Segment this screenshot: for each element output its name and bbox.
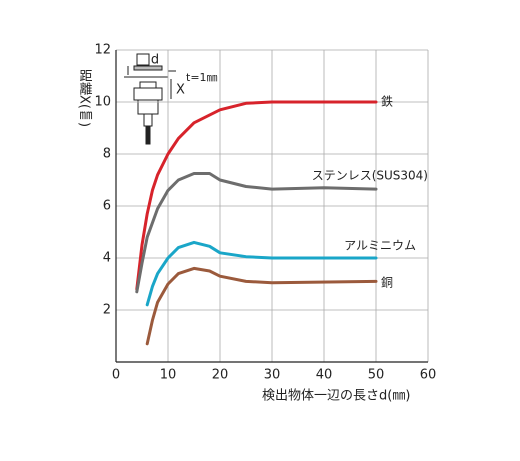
x-axis-label: 検出物体一辺の長さd(㎜) [262,389,410,404]
x-tick-label: 60 [420,368,437,383]
series-label: アルミニウム [344,239,416,253]
series-line [145,240,378,307]
series-label: 鉄 [381,94,393,109]
series-label: 銅 [381,276,393,290]
x-tick-label: 30 [264,368,281,383]
x-tick-label: 0 [112,368,120,383]
x-tick-label: 10 [160,368,177,383]
x-tick-label: 20 [212,368,229,383]
series-line [135,172,378,294]
y-tick-label: 12 [94,43,111,58]
y-axis-label: 距離X(㎜) [77,69,93,127]
sensor-diagram [124,53,176,145]
series-line [135,100,378,291]
x-tick-label: 50 [368,368,385,383]
series-line [145,266,378,346]
annotation: t=1㎜ [186,71,218,84]
series-label: ステンレス(SUS304) [312,169,428,183]
x-tick-label: 40 [316,368,333,383]
y-tick-label: 6 [103,199,111,214]
y-tick-label: 2 [103,303,111,318]
y-tick-label: 4 [103,251,111,266]
annotation: d [151,53,159,68]
annotation: X [176,83,185,98]
y-tick-label: 8 [103,147,111,162]
y-tick-label: 10 [94,95,111,110]
